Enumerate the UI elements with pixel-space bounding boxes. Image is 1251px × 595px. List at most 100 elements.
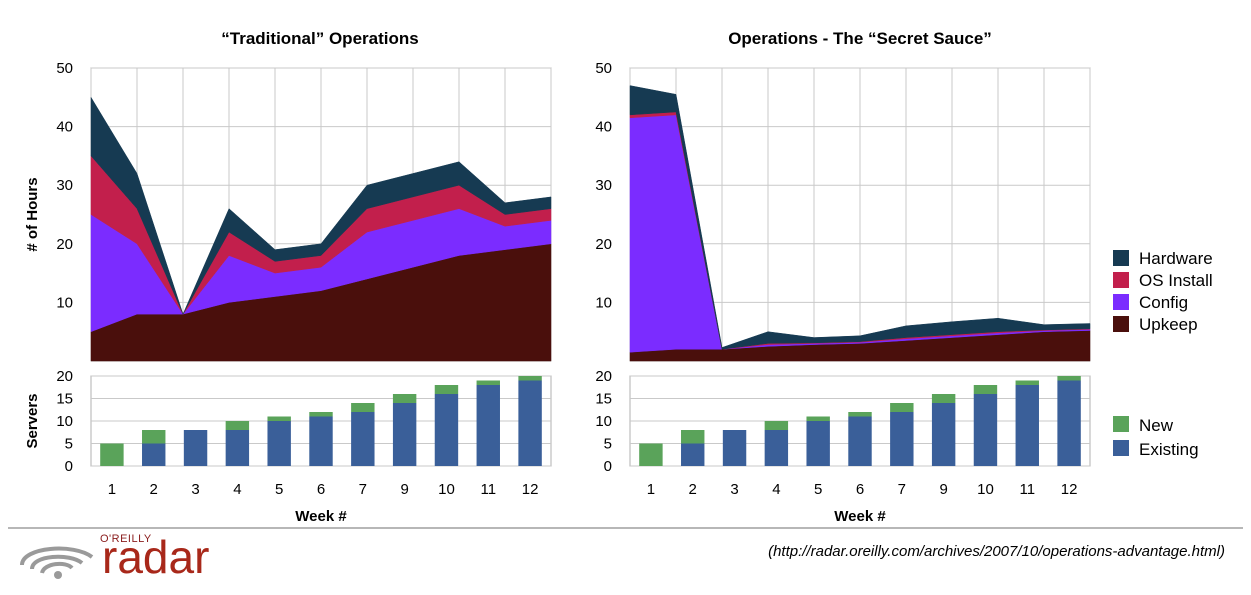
- bar-existing: [392, 403, 417, 466]
- bar-y-tick-label: 20: [595, 368, 612, 385]
- x-tick-label: 9: [939, 481, 947, 498]
- radar-swirl-icon: [20, 546, 94, 579]
- legend-label: Upkeep: [1139, 315, 1198, 334]
- x-tick-label: 3: [730, 481, 738, 498]
- x-tick-label: 5: [814, 481, 822, 498]
- legend-label: OS Install: [1139, 271, 1213, 290]
- bar-y-tick-label: 0: [604, 458, 612, 475]
- x-tick-label: 6: [856, 481, 864, 498]
- legend-swatch-os-install: [1113, 272, 1129, 288]
- bar-new: [309, 412, 333, 417]
- y-tick-label: 10: [56, 294, 73, 311]
- bar-new: [225, 421, 250, 430]
- y-tick-label: 20: [56, 236, 73, 253]
- y-tick-label: 40: [595, 119, 612, 136]
- x-tick-label: 9: [400, 481, 408, 498]
- bar-new: [764, 421, 789, 430]
- bar-y-tick-label: 5: [604, 436, 612, 453]
- brand-name: radar: [102, 531, 210, 583]
- footer-divider: [8, 527, 1243, 529]
- bar-existing: [890, 412, 914, 466]
- bar-new: [890, 403, 914, 412]
- bar-existing: [351, 412, 375, 466]
- legend-label: Config: [1139, 293, 1188, 312]
- bar-existing: [848, 416, 872, 466]
- x-tick-label: 12: [522, 481, 539, 498]
- y-tick-label: 50: [595, 60, 612, 77]
- y-axis-label: # of Hours: [24, 177, 41, 251]
- legend-swatch-new: [1113, 416, 1129, 432]
- bar-new: [392, 394, 417, 403]
- bar-existing: [681, 443, 705, 466]
- y-tick-label: 30: [56, 177, 73, 194]
- bar-existing: [267, 421, 291, 466]
- legend-swatch-config: [1113, 294, 1129, 310]
- bar-new: [639, 443, 663, 466]
- bar-existing: [518, 380, 542, 466]
- x-tick-label: 2: [150, 481, 158, 498]
- x-tick-label: 11: [1019, 481, 1035, 498]
- bar-existing: [973, 394, 998, 466]
- bar-existing: [434, 394, 459, 466]
- bar-y-tick-label: 5: [65, 436, 73, 453]
- source-url: (http://radar.oreilly.com/archives/2007/…: [768, 543, 1225, 560]
- publisher-name: O'REILLY: [100, 533, 152, 545]
- bar-existing: [183, 430, 208, 466]
- y-tick-label: 20: [595, 236, 612, 253]
- bar-existing: [764, 430, 789, 466]
- bar-y-tick-label: 20: [56, 368, 73, 385]
- bar-existing: [225, 430, 250, 466]
- bar-existing: [1057, 380, 1081, 466]
- bar-new: [1015, 380, 1039, 385]
- bar-new: [476, 380, 500, 385]
- x-tick-label: 7: [359, 481, 367, 498]
- legend-label: New: [1139, 416, 1174, 435]
- bar-existing: [722, 430, 747, 466]
- bar-new: [806, 416, 830, 421]
- bar-y-tick-label: 15: [595, 391, 612, 408]
- bar-new: [351, 403, 375, 412]
- bar-new: [1057, 376, 1081, 381]
- servers-axis-label: Servers: [24, 393, 41, 448]
- bar-y-tick-label: 0: [65, 458, 73, 475]
- x-axis-label: Week #: [295, 508, 347, 525]
- bar-y-tick-label: 10: [595, 413, 612, 430]
- bar-new: [973, 385, 998, 394]
- bar-new: [267, 416, 291, 421]
- x-tick-label: 3: [191, 481, 199, 498]
- x-tick-label: 11: [480, 481, 496, 498]
- x-axis-label: Week #: [834, 508, 886, 525]
- y-tick-label: 40: [56, 119, 73, 136]
- bar-new: [848, 412, 872, 417]
- bar-existing: [309, 416, 333, 466]
- legend-swatch-hardware: [1113, 250, 1129, 266]
- legend-label: Hardware: [1139, 249, 1213, 268]
- x-tick-label: 10: [438, 481, 455, 498]
- bar-existing: [1015, 385, 1039, 466]
- x-tick-label: 7: [898, 481, 906, 498]
- bar-y-tick-label: 10: [56, 413, 73, 430]
- bar-new: [518, 376, 542, 381]
- bar-existing: [142, 443, 166, 466]
- x-tick-label: 10: [977, 481, 994, 498]
- y-tick-label: 10: [595, 294, 612, 311]
- x-tick-label: 2: [689, 481, 697, 498]
- legend-swatch-existing: [1113, 440, 1129, 456]
- bar-existing: [806, 421, 830, 466]
- bar-new: [931, 394, 956, 403]
- area-hardware: [629, 85, 1091, 350]
- bar-existing: [476, 385, 500, 466]
- bar-existing: [931, 403, 956, 466]
- x-tick-label: 5: [275, 481, 283, 498]
- x-tick-label: 12: [1061, 481, 1078, 498]
- chart-title: Operations - The “Secret Sauce”: [728, 29, 992, 48]
- x-tick-label: 4: [233, 481, 241, 498]
- bar-new: [100, 443, 124, 466]
- chart-title: “Traditional” Operations: [221, 29, 418, 48]
- y-tick-label: 30: [595, 177, 612, 194]
- legend-swatch-upkeep: [1113, 316, 1129, 332]
- bar-y-tick-label: 15: [56, 391, 73, 408]
- bar-new: [681, 430, 705, 444]
- legend-label: Existing: [1139, 440, 1199, 459]
